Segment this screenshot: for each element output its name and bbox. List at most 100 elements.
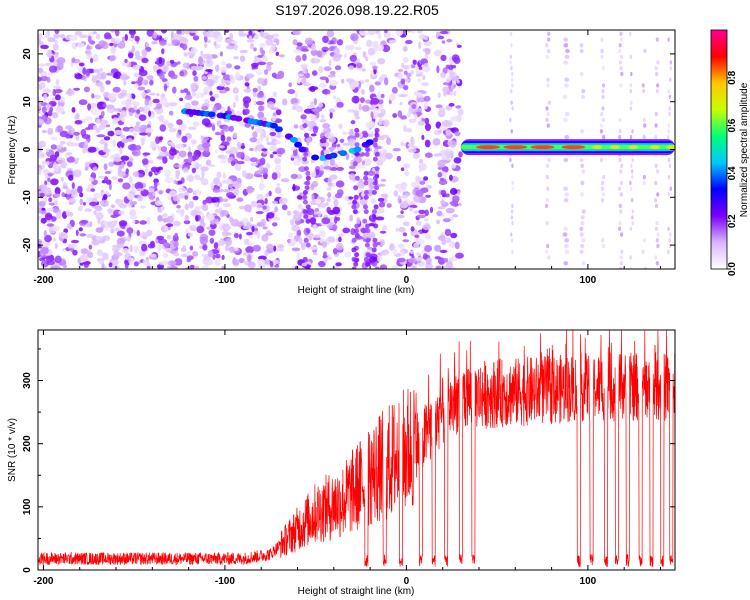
spectrogram-cell <box>232 87 239 94</box>
spectrogram-cell <box>192 195 199 201</box>
spectrogram-cell <box>209 164 216 168</box>
spectrogram-streak <box>601 243 606 249</box>
spectrogram-cell <box>204 32 212 38</box>
spectrogram-cell <box>156 93 160 97</box>
spectrogram-cell <box>229 188 235 192</box>
spectrogram-cell <box>298 236 303 245</box>
spectrogram-cell <box>116 237 125 246</box>
spectrogram-cell <box>111 246 121 252</box>
spectrogram-cell <box>379 230 387 234</box>
spectrogram-cell <box>309 236 313 241</box>
spectrogram-cell <box>180 247 187 253</box>
spectrogram-cell <box>177 61 181 65</box>
spectrogram-cell <box>421 134 425 141</box>
spectrogram-cell <box>329 80 338 87</box>
spectrogram-cell <box>323 149 330 155</box>
spectrogram-cell <box>40 247 49 255</box>
spectrogram-cell <box>135 144 142 151</box>
spectrogram-streak <box>547 31 551 36</box>
spectrogram-streak <box>354 132 360 138</box>
spectrogram-cell <box>326 187 332 191</box>
spectrogram-cell <box>369 61 377 66</box>
spectrogram-cell <box>444 193 451 198</box>
spectrogram-streak <box>631 175 634 180</box>
spectrogram-cell <box>314 207 320 213</box>
spectrogram-cell <box>187 146 192 152</box>
spectrogram-cell <box>83 86 90 93</box>
spectrogram-cell <box>200 50 204 57</box>
spectrogram-cell <box>416 30 423 34</box>
spectrogram-cell <box>267 101 275 109</box>
spectrogram-streak <box>374 266 380 269</box>
spectrogram-cell <box>109 42 114 47</box>
spectrogram-cell <box>129 244 133 253</box>
spectrogram-streak <box>629 180 632 186</box>
spectrogram-cell <box>194 174 201 181</box>
spectrogram-cell <box>414 234 420 238</box>
spectrogram-cell <box>186 62 190 70</box>
spectrogram-cell <box>215 253 221 259</box>
spectrogram-cell <box>268 190 272 197</box>
spectrogram-cell <box>239 55 246 62</box>
spectrogram-cell <box>100 110 105 117</box>
spectrogram-cell <box>328 146 334 153</box>
spectrogram-cell <box>130 33 135 39</box>
spectrogram-cell <box>254 55 258 60</box>
spectrogram-cell <box>242 108 250 115</box>
spectrogram-cell <box>87 35 92 43</box>
spectrogram-streak <box>630 186 633 191</box>
spectrogram-streak <box>564 54 570 59</box>
spectrogram-cell <box>326 206 332 214</box>
spectrogram-cell <box>133 105 138 111</box>
spectrogram-cell <box>262 55 268 62</box>
spectrogram-streak <box>600 48 604 54</box>
spectrogram-chirp-blob <box>311 154 320 161</box>
spectrogram-cell <box>344 251 352 258</box>
spectrogram-cell <box>233 187 240 196</box>
spectrogram-cell <box>65 188 72 195</box>
spectrogram-streak <box>363 194 369 200</box>
spectrogram-cell <box>301 160 310 165</box>
spectrogram-streak <box>669 60 673 65</box>
spectrogram-cell <box>304 37 313 45</box>
spectrogram-cell <box>384 77 389 86</box>
spectrogram-cell <box>440 189 447 196</box>
spectrogram-cell <box>131 149 141 157</box>
spectrogram-streak <box>354 233 360 238</box>
spectrogram-streak <box>562 94 568 100</box>
spectrogram-cell <box>274 187 282 194</box>
spectrogram-cell <box>46 160 50 166</box>
spectrogram-cell <box>56 57 66 65</box>
spectrogram-streak <box>546 123 550 128</box>
spectrogram-cell <box>403 200 408 207</box>
spectrogram-cell <box>189 245 194 251</box>
spectrogram-streak <box>600 123 604 128</box>
spectrogram-streak <box>363 209 369 215</box>
spectrogram-cell <box>92 31 98 35</box>
spectrogram-cell <box>378 98 384 105</box>
spectrogram-cell <box>52 43 59 51</box>
spectrogram-cell <box>133 261 139 267</box>
spectrogram-cell <box>71 107 76 113</box>
spectrogram-cell <box>122 126 131 132</box>
spectrogram-cell <box>410 250 414 254</box>
spectrogram-cell <box>345 153 350 161</box>
spectrogram-cell <box>221 254 225 261</box>
spectrogram-cell <box>75 135 80 141</box>
spectrogram-cell <box>417 214 426 219</box>
spectrogram-cell <box>328 236 336 243</box>
spectrogram-streak <box>303 213 309 219</box>
spectrogram-cell <box>228 125 234 132</box>
spectrogram-cell <box>99 119 108 125</box>
spectrogram-cell <box>402 239 410 243</box>
spectrogram-cell <box>435 265 442 269</box>
spectrogram-cell <box>129 215 138 220</box>
spectrogram-cell <box>54 255 62 264</box>
spectrogram-cell <box>245 246 255 254</box>
spectrogram-cell <box>119 73 129 81</box>
spectrogram-cell <box>437 172 443 178</box>
spectrogram-cell <box>271 172 278 180</box>
spectrogram-cell <box>72 169 82 178</box>
spectrogram-cell <box>436 219 441 225</box>
